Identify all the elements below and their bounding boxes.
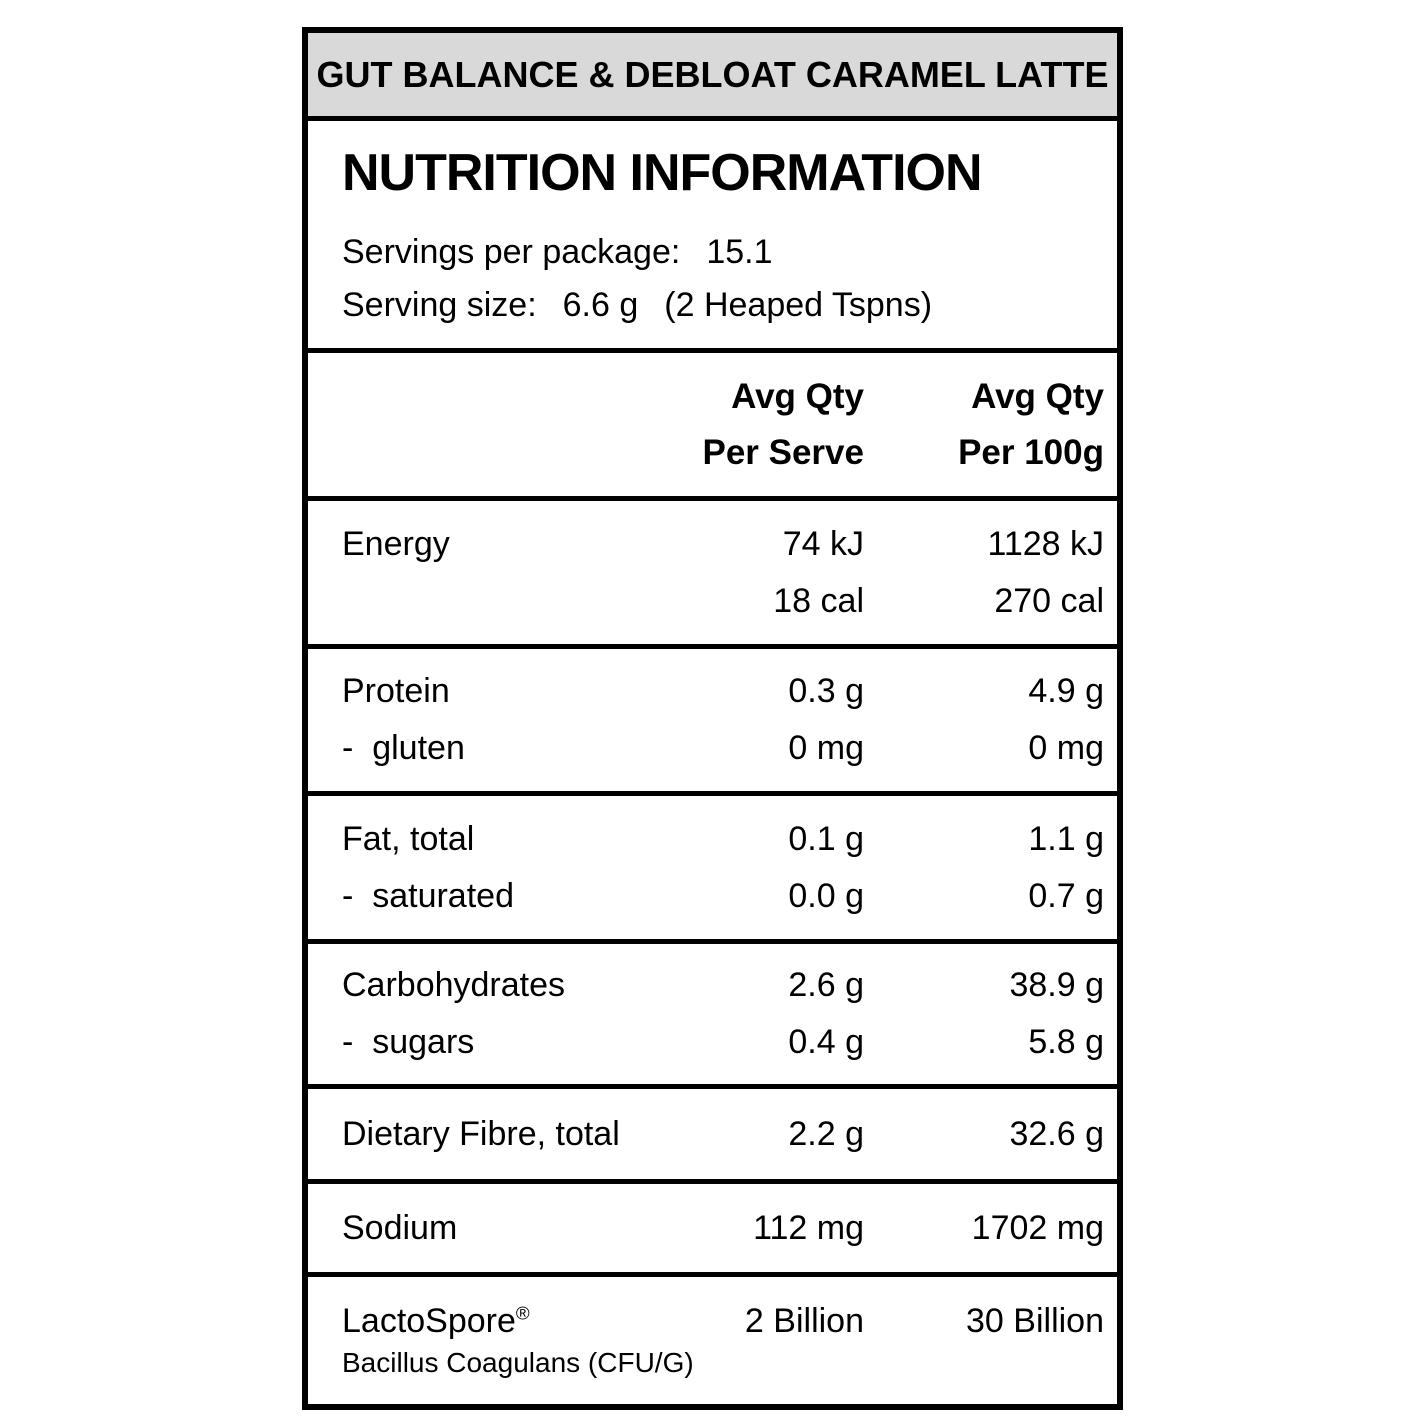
per-100g-value: 270 cal	[994, 581, 1104, 620]
per-serve-value: 74 kJ	[782, 524, 864, 563]
per-serve-value: 0.1 g	[788, 819, 864, 858]
servings-per-package-value: 15.1	[706, 233, 773, 271]
per-100g-value: 30 Billion	[966, 1302, 1104, 1340]
nutrient-label: Fat, total	[342, 819, 475, 858]
per-serve-value: 112 mg	[753, 1208, 864, 1247]
nutrient-label: Energy	[342, 524, 450, 563]
nutrient-row-energy: Energy 74 kJ 1128 kJ 18 cal 270 cal	[308, 501, 1117, 649]
per-100g-value: 1702 mg	[971, 1208, 1104, 1247]
nutrient-label: LactoSpore®	[342, 1302, 530, 1340]
nutrient-label: Carbohydrates	[342, 966, 566, 1004]
servings-per-package-line: Servings per package: 15.1	[342, 233, 1097, 272]
nutrition-info-header: NUTRITION INFORMATION Servings per packa…	[308, 121, 1117, 353]
nutrient-label: Sodium	[342, 1208, 458, 1247]
per-100g-value: 1.1 g	[1028, 819, 1104, 858]
nutrient-row-sodium: Sodium 112 mg 1702 mg	[308, 1184, 1117, 1277]
nutrient-sublabel: - saturated	[342, 876, 514, 915]
per-serve-value: 0.3 g	[788, 672, 864, 710]
nutrient-row-protein: Protein 0.3 g 4.9 g - gluten 0 mg 0 mg	[308, 649, 1117, 796]
per-100g-header-line2: Per 100g	[958, 432, 1104, 472]
per-serve-value: 2.6 g	[788, 966, 864, 1004]
servings-per-package-label: Servings per package:	[342, 233, 681, 271]
serving-size-note: (2 Heaped Tspns)	[664, 286, 933, 324]
product-title-bar: GUT BALANCE & DEBLOAT CARAMEL LATTE	[308, 33, 1117, 121]
per-100g-value: 1128 kJ	[987, 524, 1104, 563]
product-title: GUT BALANCE & DEBLOAT CARAMEL LATTE	[316, 53, 1109, 95]
per-serve-value: 0.0 g	[788, 876, 864, 915]
registered-trademark-symbol: ®	[515, 1302, 530, 1324]
nutrient-row-carbohydrates: Carbohydrates 2.6 g 38.9 g - sugars 0.4 …	[308, 944, 1117, 1089]
nutrient-row-fat: Fat, total 0.1 g 1.1 g - saturated 0.0 g…	[308, 796, 1117, 944]
serving-size-label: Serving size:	[342, 286, 537, 324]
per-serve-header-line2: Per Serve	[702, 432, 864, 472]
per-100g-value: 0 mg	[1028, 729, 1104, 767]
per-100g-value: 32.6 g	[1009, 1114, 1104, 1153]
per-serve-value: 0.4 g	[788, 1023, 864, 1061]
serving-size-line: Serving size: 6.6 g (2 Heaped Tspns)	[342, 286, 1097, 325]
per-serve-value: 0 mg	[788, 729, 864, 767]
lactospore-subtext: Bacillus Coagulans (CFU/G)	[342, 1347, 694, 1378]
per-100g-header-line1: Avg Qty	[971, 376, 1104, 416]
nutrition-information-title: NUTRITION INFORMATION	[342, 144, 983, 202]
per-100g-value: 38.9 g	[1009, 966, 1104, 1004]
nutrient-label: Dietary Fibre, total	[342, 1114, 620, 1153]
per-serve-value: 2 Billion	[744, 1302, 864, 1340]
per-100g-value: 5.8 g	[1028, 1023, 1104, 1061]
per-serve-value: 2.2 g	[788, 1114, 864, 1153]
per-serve-value: 18 cal	[773, 581, 864, 620]
nutrient-sublabel: - sugars	[342, 1023, 475, 1061]
nutrient-sublabel: - gluten	[342, 729, 465, 767]
per-100g-value: 0.7 g	[1028, 876, 1104, 915]
nutrient-row-dietary-fibre: Dietary Fibre, total 2.2 g 32.6 g	[308, 1089, 1117, 1184]
per-serve-header-line1: Avg Qty	[731, 376, 864, 416]
column-headers: Avg Qty Avg Qty Per Serve Per 100g	[308, 353, 1117, 501]
nutrition-panel: GUT BALANCE & DEBLOAT CARAMEL LATTE NUTR…	[302, 27, 1123, 1410]
per-100g-value: 4.9 g	[1028, 672, 1104, 710]
serving-size-value: 6.6 g	[562, 286, 639, 324]
nutrient-label: Protein	[342, 672, 450, 710]
nutrient-row-lactospore: LactoSpore® 2 Billion 30 Billion Bacillu…	[308, 1277, 1117, 1404]
